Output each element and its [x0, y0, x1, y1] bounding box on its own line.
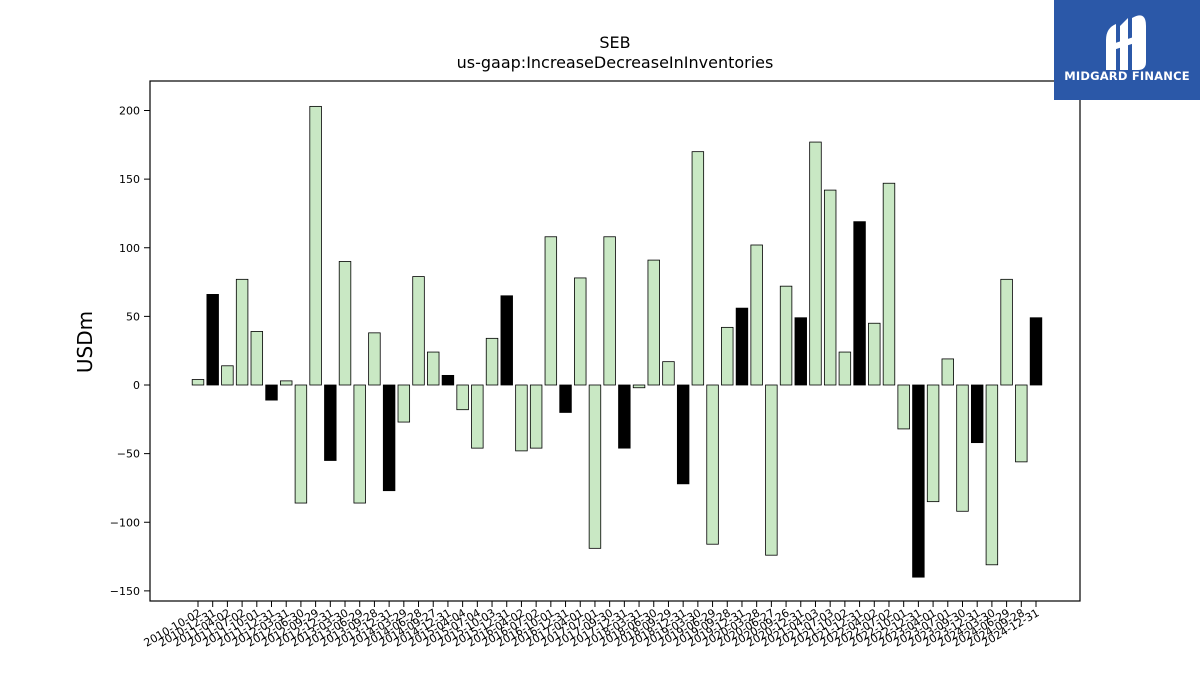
bar-2014-12-31 [441, 374, 455, 386]
bar-2022-04-02 [868, 322, 881, 386]
bar-2022-12-31 [912, 384, 925, 578]
bar-2018-03-31 [632, 384, 646, 389]
bar-2020-12-31 [794, 317, 807, 386]
bar-2019-06-29 [706, 384, 719, 545]
y-axis-label: USDm [73, 311, 97, 373]
bar-2011-12-31 [265, 384, 278, 401]
bar-2017-04-01 [574, 277, 587, 386]
bar-2016-12-31 [559, 384, 572, 413]
chart-subtitle: us-gaap:IncreaseDecreaseInInventories [456, 53, 774, 72]
bar-2018-09-29 [662, 361, 675, 386]
bar-2022-07-02 [882, 182, 896, 386]
bar-2018-06-30 [647, 259, 660, 386]
bar-2013-09-28 [368, 332, 381, 386]
bar-2015-10-03 [485, 337, 499, 386]
bar-2012-12-31 [324, 384, 337, 461]
bar-2019-12-31 [735, 307, 749, 386]
bar-2013-03-30 [338, 261, 352, 386]
bar-2021-12-31 [853, 221, 866, 386]
bar-2020-09-26 [779, 285, 793, 386]
y-axis: −150 −100 −50 0 50 100 150 200 [110, 105, 150, 598]
y-tick-label: −150 [110, 585, 140, 598]
bar-2010-10-02 [191, 379, 205, 386]
bar-2014-06-28 [412, 276, 425, 386]
bar-2019-03-30 [691, 151, 705, 386]
brand-logo: MIDGARD FINANCE [1054, 0, 1200, 100]
bar-2020-06-27 [765, 384, 778, 556]
bar-2013-12-31 [382, 384, 396, 492]
y-tick-label: 200 [119, 105, 140, 118]
bar-2018-12-31 [676, 384, 690, 485]
bar-2016-07-02 [529, 384, 543, 449]
bar-2013-06-29 [353, 384, 366, 504]
bar-2024-12-31 [1029, 317, 1043, 386]
bar-2024-06-29 [1000, 278, 1013, 386]
chart-title: SEB [599, 33, 631, 52]
bar-2023-09-30 [956, 384, 969, 512]
bar-2021-04-03 [809, 141, 822, 386]
bar-2016-04-02 [515, 384, 528, 452]
bar-2014-03-29 [397, 384, 411, 423]
bar-2022-10-01 [897, 384, 910, 430]
y-tick-label: 150 [119, 173, 140, 186]
bar-2015-07-04 [471, 384, 484, 449]
bar-2011-10-01 [250, 331, 264, 386]
bar-2014-09-27 [427, 351, 440, 386]
x-axis: 2010-10-022010-12-312011-04-022011-07-02… [142, 601, 1042, 650]
bar-2012-03-31 [280, 380, 293, 386]
bar-2023-07-01 [941, 358, 954, 386]
bar-2012-09-29 [309, 105, 322, 386]
midgard-logo-icon [1106, 15, 1146, 71]
bars-group [191, 105, 1043, 578]
bar-2023-04-01 [926, 384, 940, 503]
bar-2011-04-02 [221, 365, 234, 386]
y-tick-label: 0 [133, 379, 140, 392]
bar-2011-07-02 [235, 278, 249, 386]
bar-2020-03-28 [750, 244, 763, 386]
bar-2015-04-04 [456, 384, 469, 411]
bar-2021-10-02 [838, 351, 852, 386]
bar-2024-09-28 [1015, 384, 1028, 463]
bar-2015-12-31 [500, 295, 513, 386]
y-tick-label: −50 [117, 448, 140, 461]
bar-2012-06-30 [294, 384, 308, 504]
brand-name: MIDGARD FINANCE [1064, 69, 1190, 83]
bar-2024-03-30 [985, 384, 999, 566]
bar-2019-09-28 [721, 326, 734, 386]
bar-2017-07-01 [588, 384, 602, 549]
y-tick-label: 50 [126, 310, 140, 323]
y-tick-label: −100 [110, 516, 140, 529]
bar-2016-10-01 [544, 236, 558, 386]
bar-2010-12-31 [206, 294, 219, 386]
bar-2017-12-31 [618, 384, 631, 449]
bar-2021-07-03 [823, 189, 837, 386]
bar-2023-12-31 [970, 384, 984, 444]
bar-2017-09-30 [603, 236, 616, 386]
y-tick-label: 100 [119, 242, 140, 255]
